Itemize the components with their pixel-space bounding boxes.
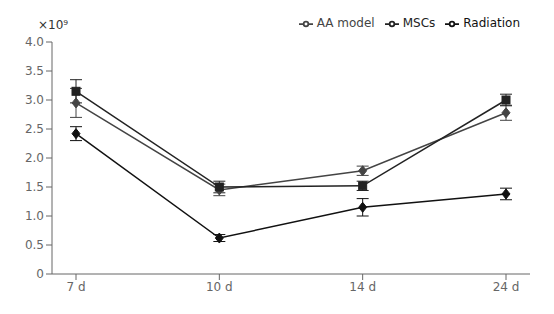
svg-text:7 d: 7 d — [66, 280, 85, 294]
svg-text:0: 0 — [36, 267, 44, 281]
svg-text:3.5: 3.5 — [25, 64, 44, 78]
svg-text:1.0: 1.0 — [25, 209, 44, 223]
html-text:Radiation: Radiation — [463, 16, 520, 30]
svg-text:14 d: 14 d — [349, 280, 376, 294]
html-text:×10⁹: ×10⁹ — [38, 18, 69, 32]
svg-text:0.5: 0.5 — [25, 238, 44, 252]
svg-text:3.0: 3.0 — [25, 93, 44, 107]
svg-text:2.0: 2.0 — [25, 151, 44, 165]
html-text:MSCs: MSCs — [402, 16, 436, 30]
html-text:AA model: AA model — [316, 16, 375, 30]
svg-text:4.0: 4.0 — [25, 35, 44, 49]
svg-text:24 d: 24 d — [493, 280, 520, 294]
svg-text:10 d: 10 d — [206, 280, 233, 294]
svg-text:2.5: 2.5 — [25, 122, 44, 136]
svg-text:1.5: 1.5 — [25, 180, 44, 194]
